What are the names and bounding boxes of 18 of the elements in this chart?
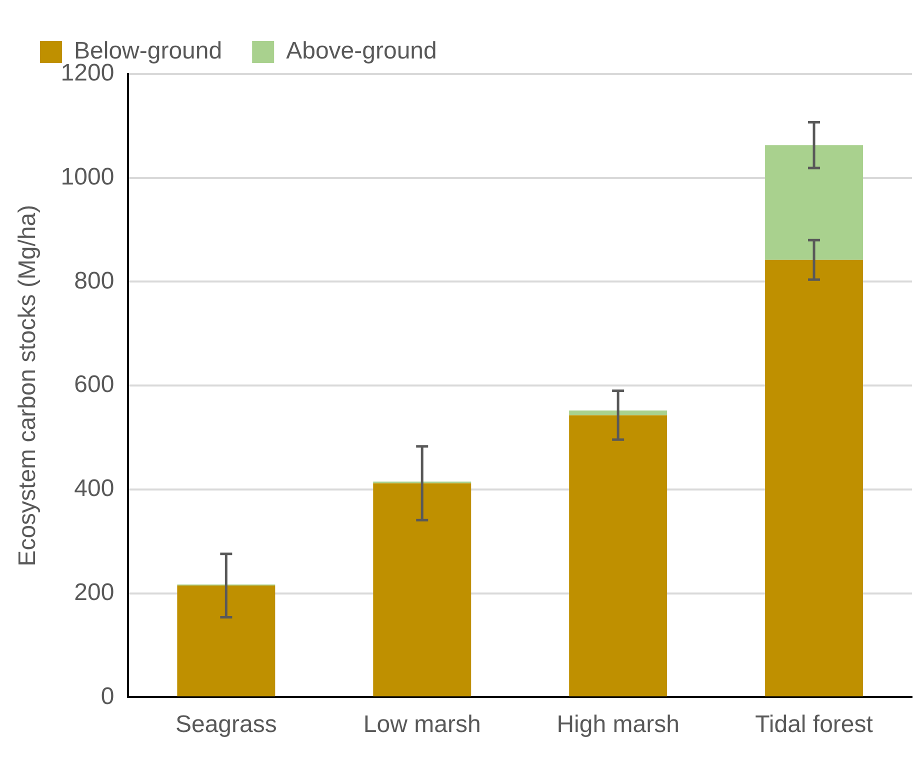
- bar: [569, 415, 668, 696]
- y-tick-label: 800: [74, 267, 114, 294]
- x-tick-label: Seagrass: [175, 711, 277, 738]
- y-tick-label: 400: [74, 475, 114, 502]
- y-tick-label: 1000: [60, 163, 114, 190]
- bar: [765, 260, 864, 696]
- y-tick-label: 600: [74, 371, 114, 398]
- y-tick-label: 0: [100, 682, 114, 710]
- y-axis-title: Ecosystem carbon stocks (Mg/ha): [14, 204, 42, 566]
- x-tick-label: Low marsh: [363, 711, 481, 738]
- bar: [765, 145, 864, 260]
- bar: [569, 410, 668, 416]
- y-tick-label: 200: [74, 578, 114, 606]
- x-tick-label: High marsh: [556, 711, 680, 738]
- legend-label: Above-ground: [286, 38, 437, 65]
- bar: [373, 483, 472, 696]
- x-tick-label: Tidal forest: [755, 711, 874, 738]
- bar: [177, 586, 276, 696]
